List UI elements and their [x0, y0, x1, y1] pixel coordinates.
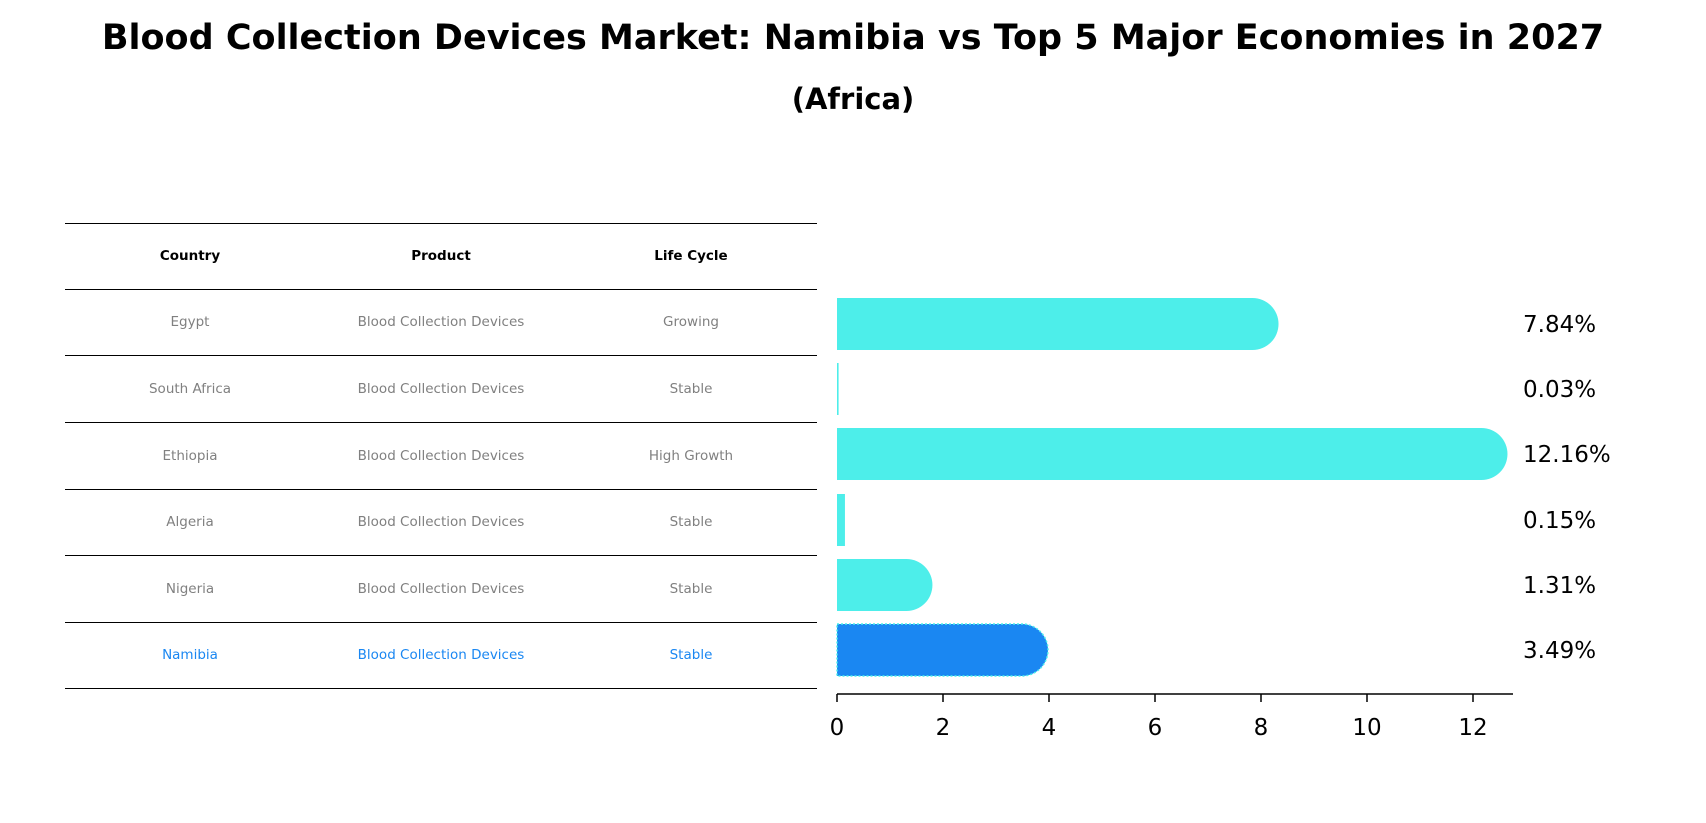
table-cell: Algeria [166, 514, 214, 530]
data-label: 3.49% [1523, 638, 1596, 664]
data-label: 0.03% [1523, 377, 1596, 403]
table-cell: High Growth [648, 447, 734, 464]
table-header: Product [411, 248, 471, 264]
x-tick-label: 0 [830, 715, 845, 741]
table-divider [65, 223, 817, 225]
table-divider [65, 622, 817, 624]
table-header: Country [159, 248, 221, 264]
table-divider [65, 688, 817, 690]
x-tick-label: 10 [1352, 715, 1381, 741]
table-cell: Egypt [170, 314, 210, 330]
bar-egypt [837, 298, 1279, 350]
table-cell: Blood Collection Devices [357, 580, 525, 597]
table-cell: Stable [669, 580, 713, 597]
data-label: 1.31% [1523, 573, 1596, 599]
table-cell: Stable [669, 380, 713, 397]
table-cell: Stable [669, 647, 713, 663]
table-cell: Ethiopia [162, 447, 218, 464]
table-cell: Blood Collection Devices [357, 447, 525, 464]
table-cell: Namibia [162, 647, 218, 663]
x-tick-label: 6 [1148, 715, 1163, 741]
bar-algeria [837, 494, 845, 546]
table-cell: Blood Collection Devices [357, 380, 525, 397]
bar-ethiopia [837, 428, 1508, 480]
table-cell: Stable [669, 514, 713, 530]
table-cell: Growing [663, 314, 719, 330]
x-tick-label: 2 [936, 715, 951, 741]
data-label: 0.15% [1523, 508, 1596, 534]
table-cell: Blood Collection Devices [357, 314, 525, 330]
table-header: Life Cycle [654, 248, 728, 264]
table-divider [65, 355, 817, 357]
table-divider [65, 289, 817, 291]
bar-nigeria [837, 559, 933, 611]
chart-title: Blood Collection Devices Market: Namibia… [101, 18, 1605, 58]
table-divider [65, 489, 817, 491]
bar-south-africa [837, 363, 839, 415]
table-divider [65, 555, 817, 557]
table-cell: Blood Collection Devices [357, 514, 525, 530]
x-tick-label: 4 [1042, 715, 1057, 741]
table-cell: Nigeria [165, 580, 215, 597]
table-divider [65, 422, 817, 424]
table-cell: South Africa [148, 380, 232, 397]
bar-namibia [836, 623, 1049, 677]
chart-subtitle: (Africa) [791, 82, 915, 116]
table-cell: Blood Collection Devices [357, 647, 525, 663]
data-label: 7.84% [1523, 312, 1596, 338]
x-tick-label: 12 [1458, 715, 1487, 741]
x-tick-label: 8 [1254, 715, 1269, 741]
data-label: 12.16% [1523, 442, 1611, 468]
